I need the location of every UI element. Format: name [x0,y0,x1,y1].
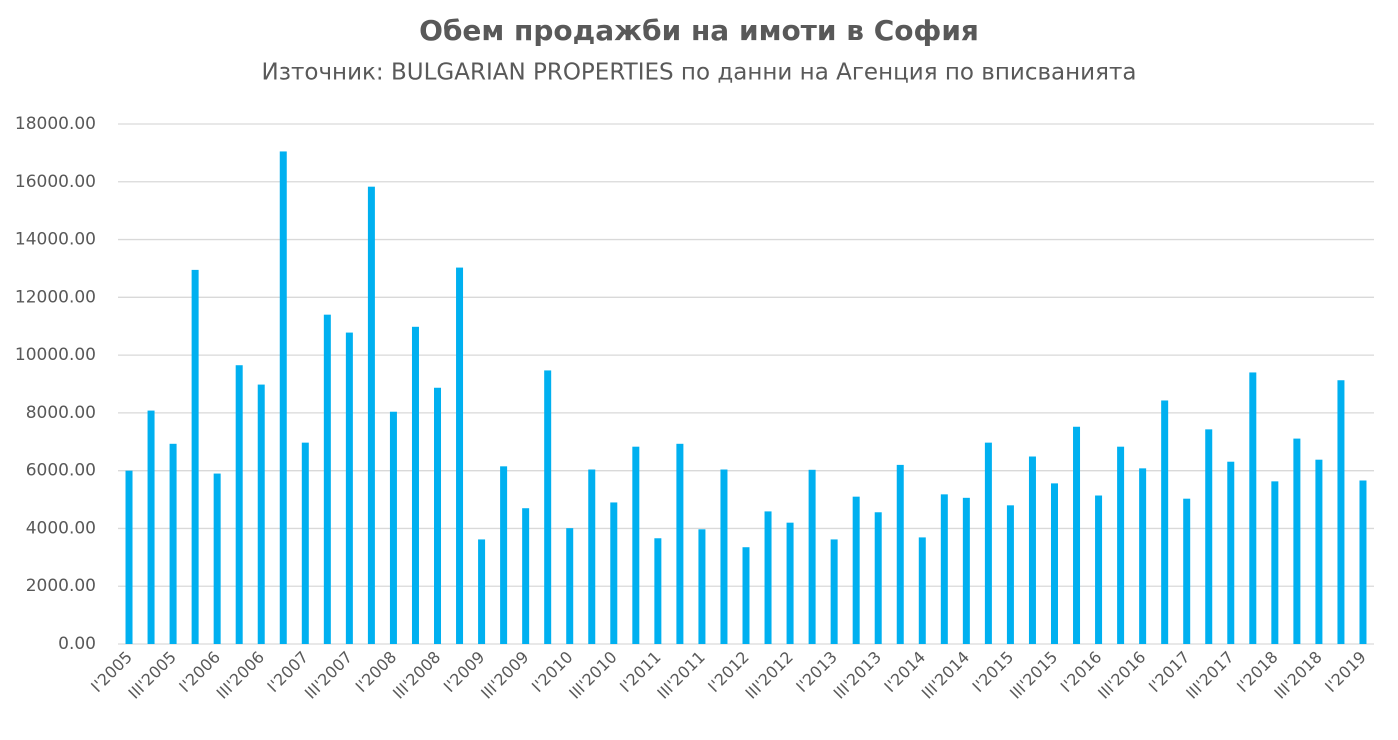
bar [742,547,750,644]
chart-title: Обем продажби на имоти в София [419,14,979,47]
bar [301,442,309,644]
bar [1205,429,1213,644]
bar [1139,468,1147,644]
bar [1028,456,1036,644]
bar [676,443,684,644]
x-tick-label: III'2016 [1094,647,1149,702]
bar [191,269,199,644]
bar [125,470,133,644]
x-tick-label: III'2017 [1182,647,1237,702]
x-tick-label: III'2015 [1006,647,1061,702]
bar [389,411,397,644]
bar [566,528,574,644]
x-tick-label: III'2012 [742,647,797,702]
bar [764,511,772,644]
x-tick-label: III'2009 [477,647,532,702]
bar [1095,495,1103,644]
bar [1315,459,1323,644]
bar [1359,480,1367,644]
bar [411,326,419,644]
y-tick-label: 8000.00 [26,403,96,423]
bar [345,332,353,644]
x-tick-label: III'2011 [653,647,708,702]
y-tick-label: 10000.00 [15,345,96,365]
y-tick-label: 16000.00 [15,172,96,192]
bar [1161,400,1169,644]
y-tick-label: 2000.00 [26,576,96,596]
x-tick-label: III'2018 [1270,647,1325,702]
bar [940,494,948,644]
y-tick-label: 6000.00 [26,461,96,481]
y-tick-label: 18000.00 [15,114,96,134]
bar [522,508,530,644]
bar [1050,483,1058,644]
x-tick-label: III'2008 [389,647,444,702]
bar [1271,481,1279,644]
bar [434,387,442,644]
bar [786,522,794,644]
bar [588,469,596,644]
bar [610,502,618,644]
bar [962,497,970,644]
bar [852,496,860,644]
bar [632,446,640,644]
bar [874,512,882,644]
bar [478,539,486,644]
bar [698,529,706,644]
bar [830,539,838,644]
bar [1183,498,1191,644]
x-tick-label: I'2019 [1321,647,1370,696]
x-tick-label: III'2005 [125,647,180,702]
bar [1337,380,1345,644]
bar [808,469,816,644]
bar [456,267,464,644]
y-tick-label: 12000.00 [15,287,96,307]
x-tick-label: III'2006 [213,647,268,702]
y-tick-label: 14000.00 [15,230,96,250]
bar [169,443,177,644]
y-tick-label: 0.00 [58,634,96,654]
bar [1117,446,1125,644]
bar [544,370,552,644]
bar [323,314,331,644]
bar [213,473,221,644]
bar [235,365,243,644]
bar [918,537,926,644]
bar [720,469,728,644]
y-tick-label: 4000.00 [26,518,96,538]
bar [367,186,375,644]
bar [1227,461,1235,644]
bar [147,410,155,644]
bar [1293,438,1301,644]
bar [654,538,662,644]
bar [984,442,992,644]
x-tick-label: III'2007 [301,647,356,702]
bar [500,466,508,644]
bar [1073,426,1081,644]
bar [279,151,287,644]
bar [1006,505,1014,644]
bar [896,464,904,644]
bar [1249,372,1257,644]
chart-subtitle: Източник: BULGARIAN PROPERTIES по данни … [262,60,1137,86]
bar [257,384,265,644]
x-tick-label: III'2014 [918,647,973,702]
x-tick-label: III'2010 [565,647,620,702]
x-tick-label: III'2013 [830,647,885,702]
